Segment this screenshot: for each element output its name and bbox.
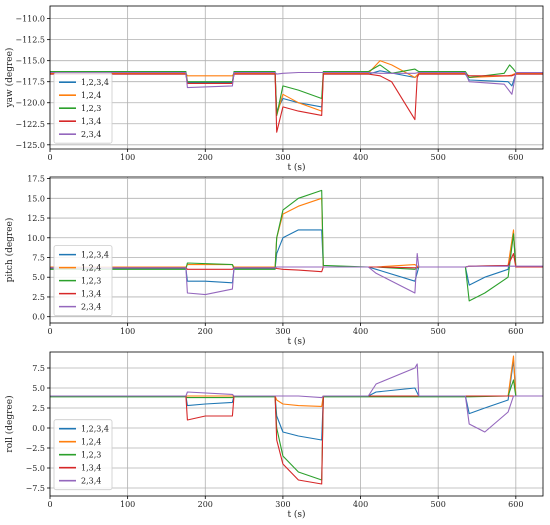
yaw-x-tick-label: 200: [198, 153, 213, 162]
roll-x-tick-label: 200: [198, 500, 213, 509]
pitch-panel: 0 100 200 300 400 500 600 0.0 2.5 5.0 7.5 10.0 12.5 1…: [4, 175, 544, 347]
yaw-x-tick-label: 100: [120, 153, 135, 162]
pitch-y-axis-label: pitch (degree): [4, 218, 15, 283]
pitch-y-tick-label: 0.0: [32, 313, 45, 322]
roll-legend-label: 1,2,3,4: [81, 425, 109, 434]
roll-y-tick-label: 7.5: [32, 364, 45, 373]
pitch-series-line-2-3-4: [50, 253, 543, 296]
pitch-series-group: [50, 189, 543, 302]
yaw-legend-label: 1,3,4: [81, 117, 101, 126]
roll-legend-label: 2,3,4: [81, 477, 101, 486]
roll-x-tick-label: 100: [120, 500, 135, 509]
yaw-series-group: [50, 60, 543, 133]
yaw-legend: 1,2,3,4 1,2,4 1,2,3 1,3,4 2,3,4: [53, 72, 113, 144]
roll-series-line-1-2-4: [50, 355, 543, 407]
roll-y-tick-label: 5.0: [32, 384, 45, 393]
pitch-legend-label: 1,2,3,4: [81, 251, 109, 260]
pitch-y-tick-label: 5.0: [32, 273, 45, 282]
pitch-y-tick-label: 2.5: [32, 293, 45, 302]
pitch-axes-frame: [49, 176, 544, 324]
yaw-panel: 0 100 200 300 400 500 600 −110.0 −112.5 −115.0 −11…: [4, 5, 544, 173]
pitch-x-tick-label: 0: [47, 327, 52, 336]
yaw-legend-label: 1,2,4: [81, 91, 101, 100]
yaw-series-line-2-3-4: [50, 71, 543, 95]
yaw-legend-box: [53, 72, 113, 144]
roll-series-line-2-3-4: [50, 363, 543, 433]
yaw-y-tick-label: −122.5: [15, 120, 45, 129]
pitch-y-tick-label: 10.0: [27, 234, 45, 243]
roll-x-tick-label: 300: [275, 500, 290, 509]
pitch-legend: 1,2,3,4 1,2,4 1,2,3 1,3,4 2,3,4: [53, 245, 113, 317]
pitch-x-tick-label: 600: [508, 327, 523, 336]
roll-y-axis-label: roll (degree): [4, 395, 15, 452]
roll-x-tick-label: 500: [431, 500, 446, 509]
roll-y-tick-label: −5.0: [26, 464, 45, 473]
pitch-legend-label: 2,3,4: [81, 303, 101, 312]
roll-y-tick-label: 0.0: [32, 424, 45, 433]
yaw-y-tick-label: −120.0: [15, 99, 45, 108]
pitch-legend-label: 1,2,4: [81, 264, 101, 273]
pitch-legend-box: [53, 245, 113, 317]
yaw-legend-label: 2,3,4: [81, 130, 101, 139]
roll-x-tick-label: 0: [47, 500, 52, 509]
yaw-x-tick-label: 0: [47, 153, 52, 162]
pitch-legend-label: 1,3,4: [81, 290, 101, 299]
roll-legend: 1,2,3,4 1,2,4 1,2,3 1,3,4 2,3,4: [53, 419, 113, 491]
pitch-x-tick-label: 400: [353, 327, 368, 336]
pitch-series-line-1-2-4: [50, 197, 543, 268]
roll-y-tick-label: 2.5: [32, 404, 45, 413]
pitch-y-tick-label: 12.5: [27, 214, 45, 223]
yaw-legend-label: 1,2,3,4: [81, 78, 109, 87]
roll-axes-frame: [49, 351, 544, 497]
pitch-x-tick-label: 500: [431, 327, 446, 336]
pitch-x-tick-label: 100: [120, 327, 135, 336]
roll-legend-box: [53, 419, 113, 491]
yaw-y-tick-label: −117.5: [15, 78, 45, 87]
roll-series-line-1-2-3: [50, 379, 543, 481]
roll-y-tick-label: −2.5: [26, 444, 45, 453]
yaw-x-tick-label: 500: [431, 153, 446, 162]
yaw-x-axis-label: t (s): [287, 162, 305, 173]
roll-series-group: [50, 355, 543, 485]
pitch-y-tick-label: 7.5: [32, 253, 45, 262]
pitch-x-tick-label: 200: [198, 327, 213, 336]
yaw-y-tick-label: −115.0: [15, 57, 45, 66]
yaw-series-line-1-2-4: [50, 60, 543, 116]
roll-x-tick-label: 400: [353, 500, 368, 509]
yaw-x-tick-label: 300: [275, 153, 290, 162]
roll-x-tick-label: 600: [508, 500, 523, 509]
pitch-legend-label: 1,2,3: [81, 277, 101, 286]
roll-panel: 0 100 200 300 400 500 600 −7.5 −5.0 −2.5 0.0 2.5 5.0…: [4, 351, 544, 520]
yaw-y-tick-label: −125.0: [15, 141, 45, 150]
yaw-axes-frame: [49, 5, 544, 150]
yaw-x-tick-label: 400: [353, 153, 368, 162]
pitch-x-axis-label: t (s): [287, 336, 305, 347]
pitch-y-tick-label: 17.5: [27, 175, 45, 184]
roll-x-axis-label: t (s): [287, 509, 305, 520]
roll-legend-label: 1,3,4: [81, 464, 101, 473]
pitch-y-tick-label: 15.0: [27, 194, 45, 203]
yaw-y-axis-label: yaw (degree): [4, 48, 15, 109]
yaw-legend-label: 1,2,3: [81, 104, 101, 113]
yaw-x-tick-label: 600: [508, 153, 523, 162]
roll-legend-label: 1,2,4: [81, 438, 101, 447]
yaw-y-tick-label: −112.5: [15, 36, 45, 45]
roll-y-tick-label: −7.5: [26, 484, 45, 493]
roll-legend-label: 1,2,3: [81, 451, 101, 460]
yaw-y-tick-label: −110.0: [15, 15, 45, 24]
pitch-x-tick-label: 300: [275, 327, 290, 336]
